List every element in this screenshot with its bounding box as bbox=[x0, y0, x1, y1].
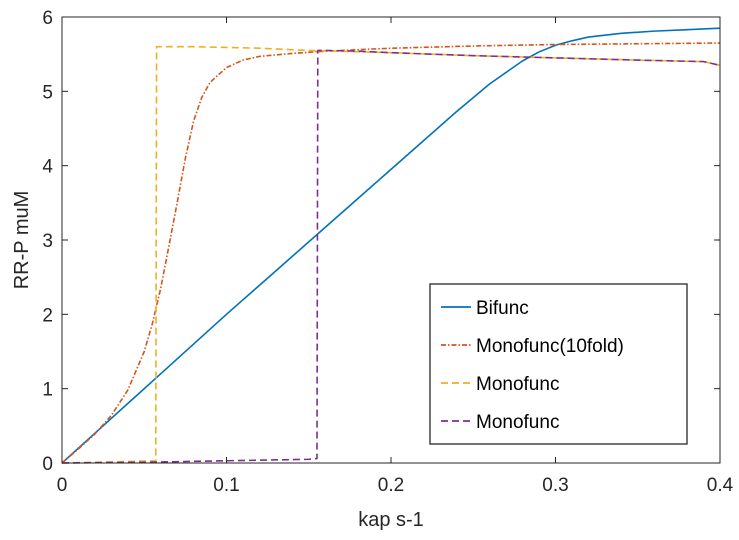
y-axis-title: RR-P muM bbox=[11, 191, 33, 290]
series-line-1 bbox=[61, 27, 721, 464]
x-tick-label: 0 bbox=[57, 475, 68, 496]
x-axis: 0 0.1 0.2 0.3 0.4 bbox=[57, 17, 734, 496]
series-line-3 bbox=[61, 45, 721, 464]
series-line-2 bbox=[61, 42, 721, 464]
series-layer bbox=[61, 27, 721, 464]
y-tick-label: 6 bbox=[42, 8, 53, 29]
y-tick-label: 5 bbox=[42, 82, 53, 103]
legend-label-4: Monofunc bbox=[476, 412, 559, 433]
series-line-4 bbox=[61, 49, 721, 464]
y-axis: 0 1 2 3 4 5 6 bbox=[42, 8, 720, 475]
legend-box bbox=[429, 283, 688, 445]
x-tick-label: 0.3 bbox=[542, 475, 568, 496]
x-tick-label: 0.4 bbox=[707, 475, 734, 496]
y-tick-label: 1 bbox=[42, 380, 53, 401]
legend-label-2: Monofunc(10fold) bbox=[476, 336, 624, 357]
legend-label-3: Monofunc bbox=[476, 374, 559, 395]
legend-label-1: Bifunc bbox=[476, 298, 529, 319]
x-axis-title: kap s-1 bbox=[358, 509, 424, 531]
y-tick-label: 3 bbox=[42, 231, 53, 252]
y-tick-label: 2 bbox=[42, 305, 53, 326]
y-tick-label: 0 bbox=[42, 454, 53, 475]
legend: Bifunc Monofunc(10fold) Monofunc Monofunc bbox=[429, 283, 688, 445]
x-tick-label: 0.1 bbox=[213, 475, 239, 496]
x-tick-label: 0.2 bbox=[378, 475, 404, 496]
y-tick-label: 4 bbox=[42, 157, 53, 178]
